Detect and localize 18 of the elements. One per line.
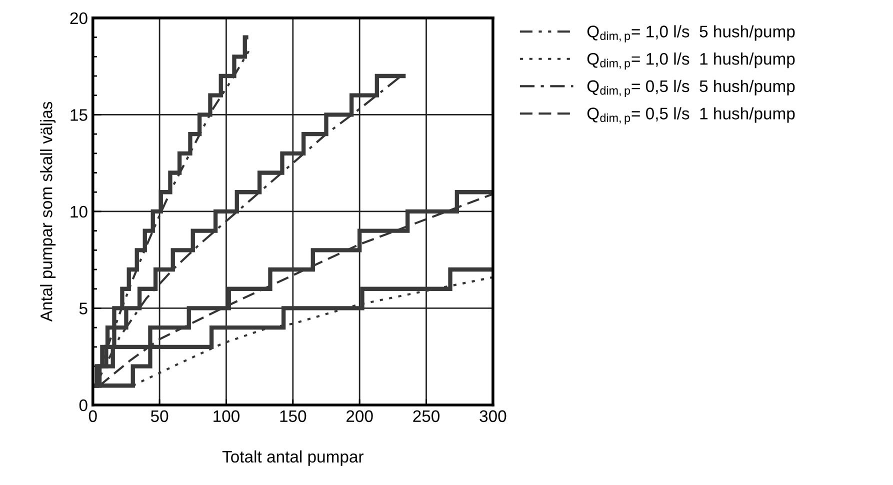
x-tick-label: 0 xyxy=(88,410,97,422)
legend-label: Q$_{dim,p}$= 0,5 l/s 1 hush/pump xyxy=(587,107,795,124)
legend-label: Q$_{dim,p}$= 0,5 l/s 5 hush/pump xyxy=(587,80,795,98)
legend-label: Q$_{dim,p}$= 1,0 l/s 5 hush/pump xyxy=(587,25,795,42)
y-tick-label: 20 xyxy=(70,12,88,24)
y-tick-label: 0 xyxy=(79,399,88,412)
x-tick-label: 100 xyxy=(214,410,240,422)
x-tick-label: 150 xyxy=(280,410,306,422)
y-tick-label: 5 xyxy=(79,302,88,314)
x-tick-label: 250 xyxy=(413,410,440,422)
y-tick-label: 15 xyxy=(70,109,88,121)
x-tick-label: 300 xyxy=(480,410,506,422)
x-tick-label: 50 xyxy=(150,410,168,422)
y-axis-title: Antal pumpar som skall väljas xyxy=(40,102,56,322)
y-tick-label: 10 xyxy=(70,206,88,218)
x-tick-label: 200 xyxy=(346,410,373,422)
legend-label: Q$_{dim,p}$= 1,0 l/s 1 hush/pump xyxy=(587,52,795,70)
x-axis-title: Totalt antal pumpar xyxy=(222,450,364,466)
